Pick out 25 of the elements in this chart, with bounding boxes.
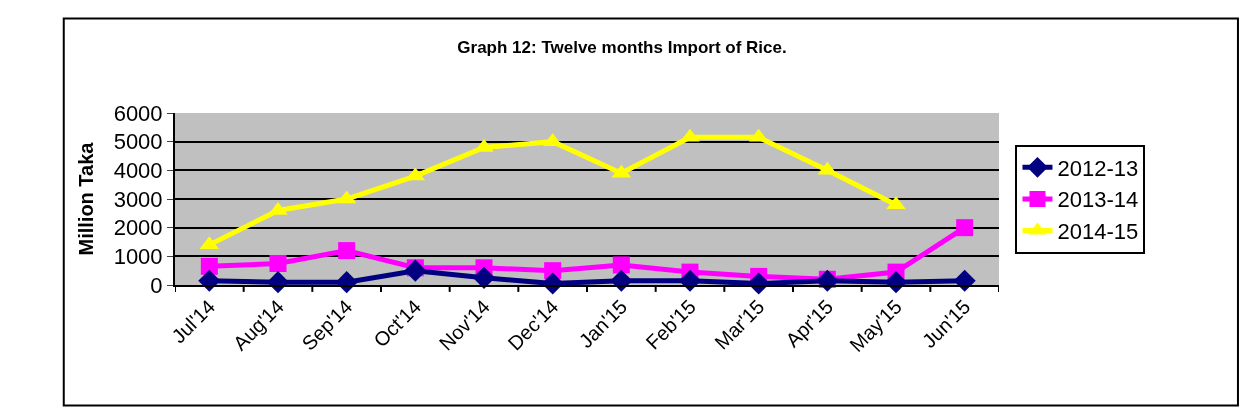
- point: [956, 219, 974, 237]
- point: [472, 266, 496, 289]
- point: [268, 201, 288, 215]
- y-tick-label: 0: [150, 272, 163, 298]
- legend-label: 2012-13: [1057, 155, 1139, 181]
- point: [338, 242, 356, 260]
- chart-title: Graph 12: Twelve months Import of Rice.: [457, 37, 787, 57]
- y-tick-label: 1000: [113, 244, 163, 270]
- point: [953, 269, 976, 292]
- y-tick-label: 6000: [113, 100, 163, 126]
- point: [612, 256, 630, 274]
- point: [198, 269, 221, 292]
- point: [678, 269, 702, 292]
- point: [404, 259, 427, 282]
- legend-label: 2013-14: [1057, 187, 1139, 213]
- y-tick-label: 2000: [113, 215, 163, 241]
- y-tick-label: 4000: [113, 158, 163, 184]
- legend-label: 2014-15: [1057, 219, 1139, 245]
- point: [680, 128, 700, 142]
- point: [474, 138, 494, 152]
- point: [269, 255, 287, 272]
- y-axis-title: Million Taka: [74, 141, 97, 256]
- point: [610, 269, 633, 292]
- y-tick-label: 3000: [113, 186, 163, 212]
- y-tick-label: 5000: [113, 129, 163, 155]
